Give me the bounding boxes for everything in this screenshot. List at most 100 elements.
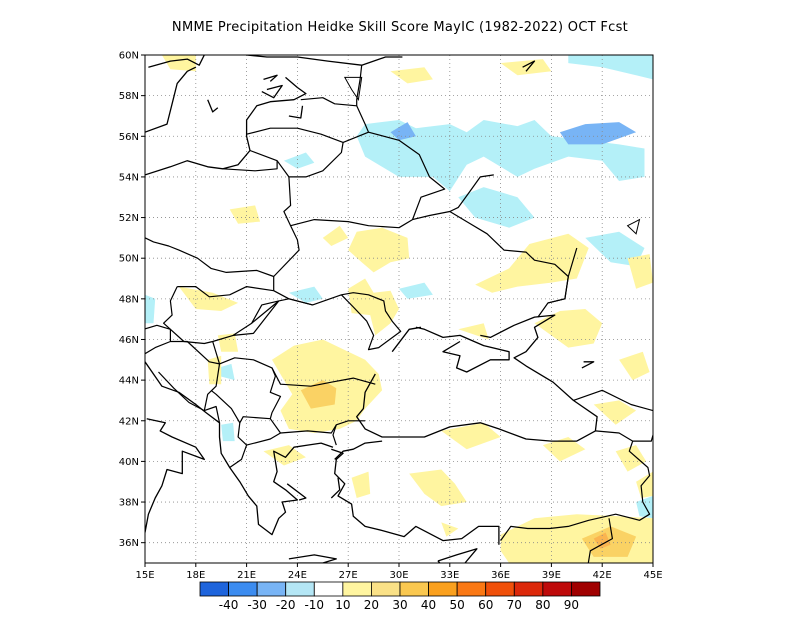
country-border — [273, 176, 300, 291]
skill-region-aegean-west — [351, 471, 371, 498]
country-border — [251, 298, 313, 324]
lat-tick-label: 48N — [119, 294, 139, 305]
country-border — [273, 290, 402, 351]
colorbar-label: 60 — [478, 598, 493, 612]
colorbar-label: 70 — [507, 598, 522, 612]
skill-region-romania-core — [300, 380, 337, 409]
skill-region-turkey-north — [441, 422, 501, 450]
skill-region-croatia-spot — [217, 333, 239, 352]
colorbar-swatch — [513, 581, 544, 597]
coastline — [437, 548, 478, 563]
colorbar-label: -40 — [219, 598, 239, 612]
skill-region-ukraine-east — [475, 233, 589, 293]
coastline — [286, 483, 307, 501]
coastline — [288, 554, 337, 563]
lat-tick-label: 40N — [119, 457, 139, 468]
skill-region-turkey-west — [409, 469, 467, 507]
colorbar-label: -20 — [276, 598, 296, 612]
lon-tick-label: 21E — [237, 570, 256, 581]
skill-region-latvia-core — [390, 122, 416, 141]
lon-tick-label: 30E — [389, 570, 408, 581]
colorbar-swatch — [428, 581, 458, 597]
country-border — [145, 237, 274, 278]
country-border — [368, 131, 446, 220]
colorbar-swatch — [456, 581, 487, 597]
skill-region-turkey-mediterranean — [441, 522, 459, 537]
lon-tick-label: 27E — [339, 570, 358, 581]
country-border — [500, 440, 651, 541]
skill-region-turkey-east-strip — [615, 445, 647, 472]
coastline — [391, 326, 422, 353]
skill-region-baltic-north — [390, 67, 433, 84]
colorbar-swatch — [485, 581, 515, 597]
lake-outline — [626, 218, 641, 235]
colorbar-swatch — [371, 581, 401, 597]
skill-region-turkey-southeast — [636, 471, 653, 498]
colorbar-label: 90 — [564, 598, 579, 612]
country-border — [449, 174, 494, 213]
skill-region-georgia-coast — [593, 400, 637, 425]
skill-region-belarus-south — [322, 225, 349, 246]
colorbar-swatch — [342, 581, 372, 597]
map-title: NMME Precipitation Heidke Skill Score Ma… — [171, 20, 629, 35]
lat-tick-label: 36N — [119, 538, 139, 549]
colorbar-swatch — [542, 581, 572, 597]
skill-region-ukraine-center — [348, 227, 410, 273]
country-border — [356, 65, 363, 106]
coastline — [522, 60, 536, 72]
skill-region-greece-aegean — [263, 445, 306, 466]
coastline — [415, 326, 510, 373]
country-border — [210, 341, 282, 424]
skill-region-north-baltic — [568, 55, 653, 80]
lat-tick-label: 46N — [119, 335, 139, 346]
skill-region-russia-east-strip — [627, 254, 653, 289]
coastline — [581, 361, 595, 369]
colorbar-label: 30 — [392, 598, 407, 612]
coastline — [207, 99, 219, 113]
colorbar-swatch — [285, 581, 315, 597]
skill-region-syria-hotspot — [593, 532, 611, 549]
lon-tick-label: 33E — [440, 570, 459, 581]
colorbar: -40 -30 -20 -10 10 20 30 40 50 60 70 80 90 — [199, 581, 601, 612]
colorbar-swatch — [399, 581, 429, 597]
colorbar-swatch — [228, 581, 258, 597]
skill-region-slovenia-coast — [145, 294, 156, 324]
country-border — [246, 432, 281, 446]
coastline — [356, 314, 598, 442]
coastline — [334, 440, 383, 460]
coastline — [261, 84, 283, 99]
colorbar-label: 20 — [364, 598, 379, 612]
skill-region-bosnia-spot — [217, 363, 235, 381]
lat-tick-label: 50N — [119, 254, 139, 265]
skill-region-lithuania-spot — [283, 152, 315, 169]
axis-ticks: 15E 18E 21E 24E 27E 30E 33E 36E 39E 42E 45E 60N 58N 5… — [119, 51, 663, 582]
colorbar-label: 40 — [421, 598, 436, 612]
lon-tick-label: 45E — [643, 570, 662, 581]
lon-tick-label: 39E — [542, 570, 561, 581]
lat-tick-label: 52N — [119, 213, 139, 224]
coastline — [145, 66, 197, 133]
coastline — [145, 76, 307, 176]
lon-tick-label: 24E — [288, 570, 307, 581]
colorbar-label: 80 — [535, 598, 550, 612]
skill-region-poland-spot — [229, 205, 261, 224]
colorbar-swatch — [199, 581, 229, 597]
colorbar-swatch — [571, 581, 601, 597]
skill-region-caspian-north — [619, 351, 650, 381]
coastline — [263, 74, 278, 82]
skill-region-russia-southeast — [585, 231, 645, 267]
lat-tick-label: 42N — [119, 416, 139, 427]
lon-tick-label: 36E — [491, 570, 510, 581]
skill-region-albania-spot — [221, 422, 235, 442]
coastline — [331, 448, 500, 545]
colorbar-label: 50 — [450, 598, 465, 612]
skill-region-romania-north — [348, 278, 399, 336]
country-border — [233, 300, 280, 336]
lon-tick-label: 18E — [186, 570, 205, 581]
lat-tick-label: 54N — [119, 172, 139, 183]
skill-region-russia-core — [559, 122, 637, 145]
colorbar-swatch — [313, 581, 344, 597]
country-border — [177, 286, 274, 298]
lat-tick-label: 38N — [119, 498, 139, 509]
lake-outline — [343, 76, 363, 102]
